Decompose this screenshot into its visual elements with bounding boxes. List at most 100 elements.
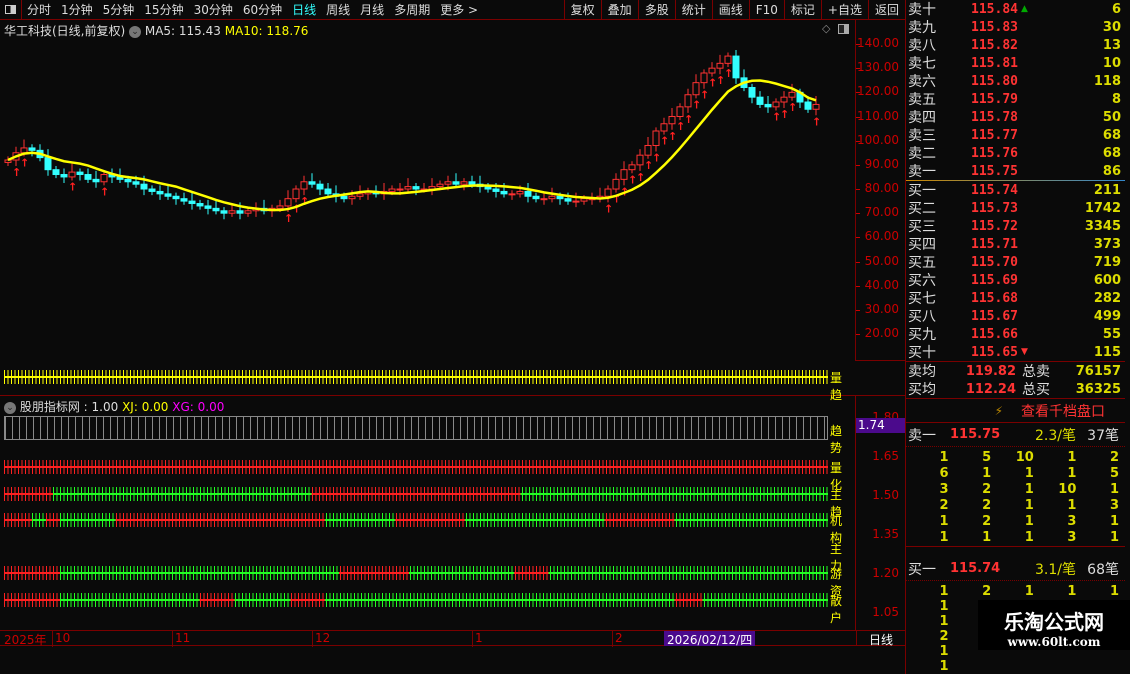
tool-button[interactable]: 叠加: [600, 0, 638, 20]
queue-order: [991, 659, 1034, 674]
candle-body: [692, 82, 700, 96]
tool-button[interactable]: 画线: [711, 0, 749, 20]
period-tab[interactable]: 1分钟: [61, 3, 93, 17]
chevron-down-icon[interactable]: ⌄: [4, 401, 16, 414]
price-axis: 140.00 130.00 120.00 110.00 100.00 90.00 80.00…: [855, 20, 905, 360]
buy-arrow-icon: ↑: [300, 195, 309, 208]
candle-body: [236, 210, 244, 214]
price-tick: 60.00: [864, 229, 899, 244]
indicator-row-label: 游资: [830, 567, 843, 598]
avg-bid: 112.24: [965, 381, 1016, 397]
bid-level[interactable]: 买一 115.74 211: [908, 182, 1121, 200]
candle-body: [660, 123, 668, 132]
period-tab[interactable]: 月线: [360, 3, 385, 17]
period-tab[interactable]: 60分钟: [242, 3, 283, 17]
buy-arrow-icon: ↑: [660, 135, 669, 148]
candle-body: [388, 188, 396, 192]
lightning-icon: ⚡: [994, 403, 1003, 418]
bid-level[interactable]: 买四 115.71 373: [908, 236, 1121, 254]
tool-button[interactable]: 统计: [674, 0, 712, 20]
bid-level[interactable]: 买二 115.73 1742: [908, 200, 1121, 218]
ask-level[interactable]: 卖十 115.84 ▲ 6: [908, 1, 1121, 19]
ask-level[interactable]: 卖四 115.78 50: [908, 109, 1121, 127]
bid-level[interactable]: 买五 115.70 719: [908, 254, 1121, 272]
xg-value: XG: 0.00: [172, 400, 225, 414]
indicator-row-label: 机构: [830, 514, 843, 545]
candle-body: [356, 193, 364, 197]
bid-level[interactable]: 买八 115.67 499: [908, 308, 1121, 326]
period-tab[interactable]: 日线: [292, 3, 317, 17]
avg-ask: 119.82: [965, 363, 1016, 379]
bid-level[interactable]: 买十 115.65 ▼ 115: [908, 344, 1121, 362]
queue-order: 3: [1067, 530, 1077, 545]
candle-body: [716, 62, 724, 69]
bid-level[interactable]: 买九 115.66 55: [908, 326, 1121, 344]
candle-body: [764, 103, 772, 108]
thousand-level-link[interactable]: ⚡ 查看千档盘口: [906, 399, 1125, 423]
candle-body: [444, 181, 452, 185]
candle-body: [636, 154, 644, 166]
candle-body: [76, 171, 84, 176]
candle-body: [812, 103, 820, 110]
diamond-icon[interactable]: ◇: [822, 22, 831, 35]
tool-button[interactable]: 标记: [783, 0, 821, 20]
candle-body: [700, 72, 708, 84]
buy-arrow-icon: ↑: [284, 212, 293, 225]
timeline[interactable]: 2025年 10 11 12 1 2 2026/02/12/四 日线: [0, 630, 905, 647]
ask-level[interactable]: 卖二 115.76 68: [908, 145, 1121, 163]
buy-arrow-icon: ↑: [684, 113, 693, 126]
bid-level[interactable]: 买三 115.72 3345: [908, 218, 1121, 236]
candle-body: [124, 178, 132, 183]
candle-body: [756, 96, 764, 105]
ask-level[interactable]: 卖五 115.79 8: [908, 91, 1121, 109]
queue-order: 2: [982, 514, 992, 529]
candle-body: [508, 193, 516, 196]
queue-order: 2: [982, 584, 992, 599]
buy-arrow-icon: ↑: [692, 98, 701, 111]
indicator-row-label: 趋势: [830, 424, 843, 455]
tool-button[interactable]: F10: [748, 0, 784, 20]
panel-icon[interactable]: [838, 24, 849, 34]
bid-level[interactable]: 买七 115.68 282: [908, 290, 1121, 308]
candlestick-chart[interactable]: ↑↑↑ ↑↑↑↑↑↑↑↑↑↑↑↑↑↑↑↑↑↑↑↑↑↑↑↑: [0, 20, 855, 630]
period-tab[interactable]: 更多 >: [440, 3, 479, 17]
chevron-down-icon[interactable]: ⌄: [129, 25, 142, 38]
tool-button[interactable]: 返回: [867, 0, 905, 20]
candle-body: [340, 195, 348, 200]
trend-bars: [4, 416, 828, 440]
candle-body: [396, 188, 404, 191]
period-tab[interactable]: 多周期: [394, 3, 431, 17]
price-tick: 50.00: [864, 253, 899, 268]
buy-arrow-icon: ↑: [708, 77, 717, 90]
tool-button[interactable]: +自选: [820, 0, 868, 20]
candle-body: [620, 169, 628, 180]
tool-button[interactable]: 多股: [637, 0, 675, 20]
cursor-date: 2026/02/12/四: [664, 631, 756, 647]
month-label: 10: [52, 631, 70, 647]
buy-arrow-icon: ↑: [724, 67, 733, 80]
bid-level[interactable]: 买六 115.69 600: [908, 272, 1121, 290]
ask-level[interactable]: 卖九 115.83 30: [908, 19, 1121, 37]
ask-level[interactable]: 卖八 115.82 13: [908, 37, 1121, 55]
ask-level[interactable]: 卖六 115.80 118: [908, 73, 1121, 91]
candle-body: [284, 198, 292, 207]
ask-level[interactable]: 卖一 115.75 86: [908, 163, 1121, 181]
buy-arrow-icon: ↑: [644, 159, 653, 172]
ask-level[interactable]: 卖三 115.77 68: [908, 127, 1121, 145]
buy-arrow-icon: ↑: [636, 171, 645, 184]
period-tab[interactable]: 周线: [326, 3, 351, 17]
month-label: 12: [312, 631, 330, 647]
period-tab[interactable]: 30分钟: [193, 3, 233, 17]
buy-arrow-icon: ↑: [668, 130, 677, 143]
panel-toggle-button[interactable]: [0, 0, 22, 20]
queue-order: 5: [1109, 466, 1119, 481]
queue-order: 1: [1024, 514, 1034, 529]
queue-order: 3: [1067, 514, 1077, 529]
ask-level[interactable]: 卖七 115.81 10: [908, 55, 1121, 73]
queue-order: 1: [1024, 530, 1034, 545]
period-tab[interactable]: 5分钟: [102, 3, 135, 17]
period-tab[interactable]: 15分钟: [144, 3, 184, 17]
period-tab[interactable]: 分时: [27, 3, 52, 17]
tool-button[interactable]: 复权: [563, 0, 601, 20]
queue-order: 3: [939, 482, 949, 497]
